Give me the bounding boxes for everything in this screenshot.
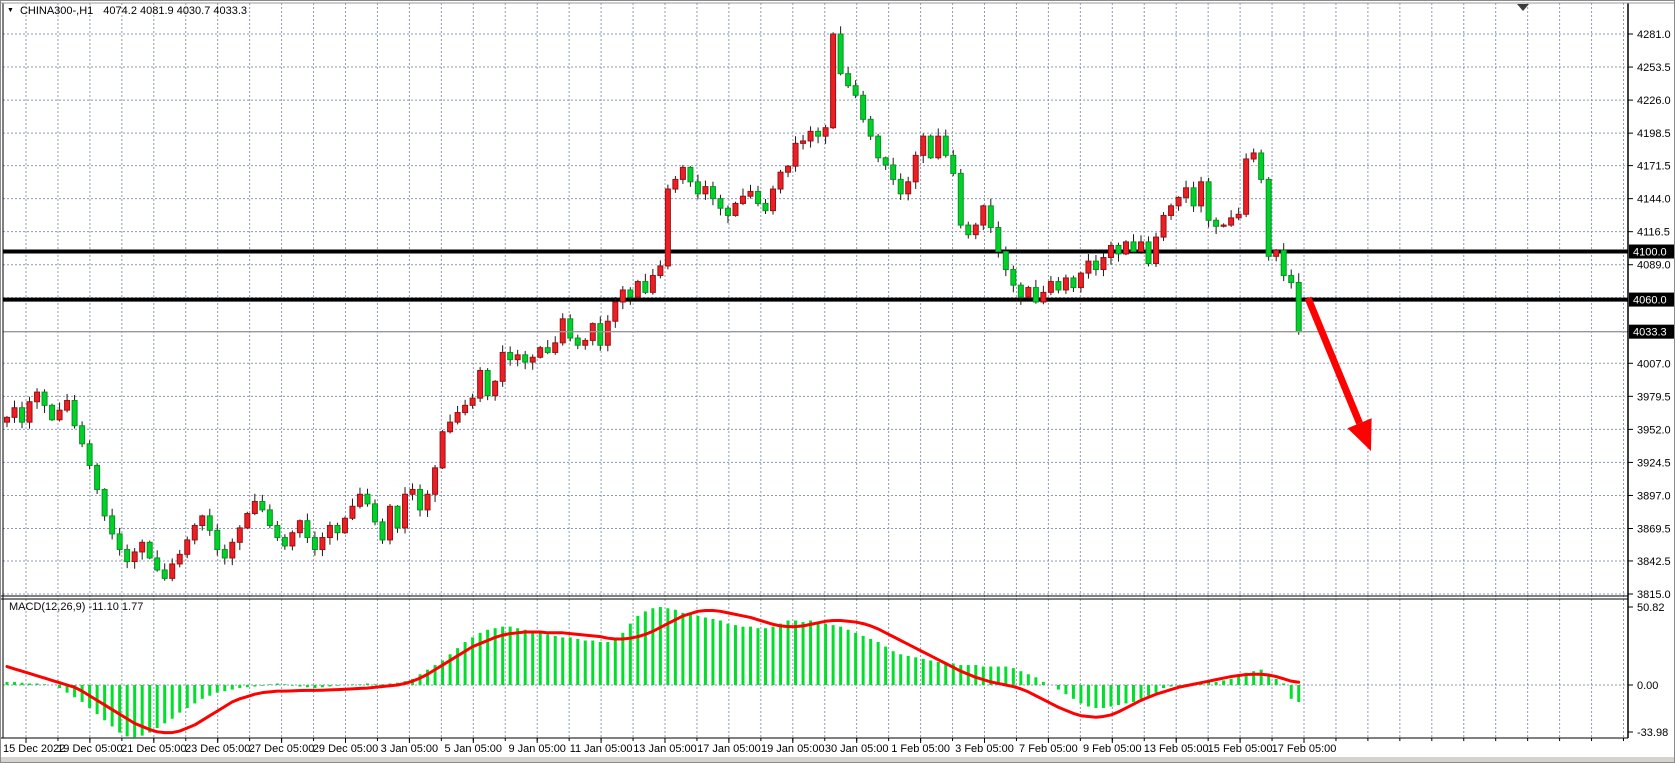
title-ohlc-values: 4074.2 4081.9 4030.7 4033.3 <box>103 5 248 17</box>
svg-text:13 Feb 05:00: 13 Feb 05:00 <box>1144 743 1209 755</box>
resistance-price-label <box>1629 244 1674 259</box>
svg-text:4144.0: 4144.0 <box>1637 194 1671 206</box>
svg-text:4253.5: 4253.5 <box>1637 62 1671 74</box>
svg-text:13 Jan 05:00: 13 Jan 05:00 <box>633 743 697 755</box>
support-price-label <box>1629 292 1674 307</box>
svg-text:3897.0: 3897.0 <box>1637 490 1671 502</box>
svg-text:5 Jan 05:00: 5 Jan 05:00 <box>445 743 503 755</box>
svg-text:50.82: 50.82 <box>1637 602 1665 614</box>
bid-price-label <box>1629 324 1674 339</box>
macd-axis: 50.82 0.00 -33.98 <box>1628 602 1668 739</box>
svg-text:9 Jan 05:00: 9 Jan 05:00 <box>508 743 566 755</box>
svg-text:4198.5: 4198.5 <box>1637 128 1671 140</box>
macd-indicator-label: MACD(12,26,9) -11.10 1.77 <box>9 601 144 613</box>
svg-text:3842.5: 3842.5 <box>1637 556 1671 568</box>
svg-text:30 Jan 05:00: 30 Jan 05:00 <box>825 743 889 755</box>
svg-text:3869.5: 3869.5 <box>1637 524 1671 536</box>
svg-text:29 Dec 05:00: 29 Dec 05:00 <box>313 743 378 755</box>
svg-text:4060.0: 4060.0 <box>1633 295 1667 307</box>
svg-text:3952.0: 3952.0 <box>1637 424 1671 436</box>
svg-text:-33.98: -33.98 <box>1637 727 1668 739</box>
down-arrow-annotation <box>1304 296 1372 451</box>
svg-text:4089.0: 4089.0 <box>1637 260 1671 272</box>
svg-text:27 Dec 05:00: 27 Dec 05:00 <box>249 743 314 755</box>
svg-text:4281.0: 4281.0 <box>1637 29 1671 41</box>
svg-text:3 Feb 05:00: 3 Feb 05:00 <box>955 743 1014 755</box>
svg-text:0.00: 0.00 <box>1637 680 1658 692</box>
svg-text:1 Feb 05:00: 1 Feb 05:00 <box>891 743 950 755</box>
chart-shift-marker <box>1517 4 1529 11</box>
chart-title: ▼ CHINA300-,H1 4074.2 4081.9 4030.7 4033… <box>7 4 247 18</box>
svg-text:7 Feb 05:00: 7 Feb 05:00 <box>1019 743 1078 755</box>
svg-text:15 Feb 05:00: 15 Feb 05:00 <box>1208 743 1273 755</box>
svg-text:4171.5: 4171.5 <box>1637 161 1671 173</box>
svg-text:3924.5: 3924.5 <box>1637 457 1671 469</box>
svg-text:9 Feb 05:00: 9 Feb 05:00 <box>1083 743 1142 755</box>
svg-text:17 Feb 05:00: 17 Feb 05:00 <box>1272 743 1337 755</box>
svg-text:4033.3: 4033.3 <box>1633 327 1667 339</box>
svg-text:4226.0: 4226.0 <box>1637 95 1671 107</box>
price-axis: 4281.0 4253.5 4226.0 4198.5 4171.5 4144.0 4116… <box>1628 29 1674 601</box>
svg-text:3 Jan 05:00: 3 Jan 05:00 <box>381 743 439 755</box>
svg-text:4007.0: 4007.0 <box>1637 358 1671 370</box>
candles-layer <box>4 26 1302 582</box>
svg-text:11 Jan 05:00: 11 Jan 05:00 <box>570 743 633 755</box>
svg-text:3979.5: 3979.5 <box>1637 391 1671 403</box>
svg-text:3815.0: 3815.0 <box>1637 589 1671 601</box>
level-lines <box>3 249 1628 302</box>
svg-text:4100.0: 4100.0 <box>1633 247 1667 259</box>
macd-signal-line <box>5 609 1301 735</box>
grid-layer <box>3 3 1628 738</box>
symbol-dropdown-icon[interactable]: ▼ <box>7 7 14 14</box>
svg-text:23 Dec 05:00: 23 Dec 05:00 <box>185 743 250 755</box>
svg-text:19 Jan 05:00: 19 Jan 05:00 <box>761 743 825 755</box>
svg-text:19 Dec 05:00: 19 Dec 05:00 <box>57 743 122 755</box>
symbol-period-label: CHINA300-,H1 <box>19 5 94 17</box>
svg-text:21 Dec 05:00: 21 Dec 05:00 <box>121 743 186 755</box>
svg-text:17 Jan 05:00: 17 Jan 05:00 <box>697 743 761 755</box>
svg-text:4116.5: 4116.5 <box>1637 227 1670 239</box>
svg-text:15 Dec 2022: 15 Dec 2022 <box>3 743 65 755</box>
